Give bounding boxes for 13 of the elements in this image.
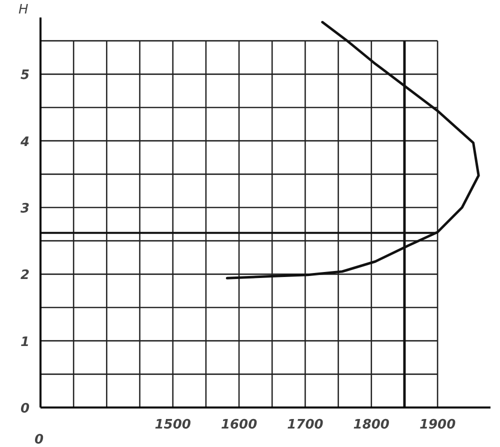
y-tick-label: 2 [20,268,30,284]
text: 0 [34,432,44,447]
y-tick-label: 1 [20,334,30,350]
y-tick-label: 0 [20,402,30,416]
x-tick-label: 1800 [353,418,390,432]
x-tick-label: 1500 [154,418,191,432]
y-tick-label: 4 [19,134,30,150]
x-tick-label: 1600 [220,418,258,432]
y-tick-label: 5 [20,68,30,84]
y-axis-title: H [18,2,28,18]
x-tick-label: 1900 [419,418,456,432]
y-tick-label: 3 [20,202,30,216]
x-tick-label: 1700 [287,418,324,432]
